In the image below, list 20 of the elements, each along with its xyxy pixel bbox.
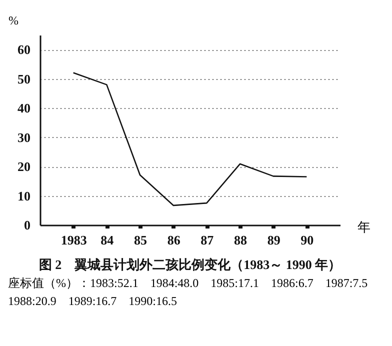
y-tick-label: 60 [18, 42, 30, 58]
y-tick-label: 30 [18, 130, 30, 145]
x-axis-title: 年 [358, 220, 370, 234]
x-tick-label: 88 [234, 232, 248, 248]
line-series [72, 72, 308, 206]
text: 座标值（%）：1983:52.1 1984:48.0 1985:17.1 1986:6.7 1987:7.5 1988:20.9 1989:16.7 1990:16.5 [8, 275, 369, 310]
y-axis-title: % [8, 14, 18, 28]
y-tick-label: 40 [18, 100, 30, 116]
y-tick-label: 0 [24, 218, 30, 232]
x-tick-label: 86 [167, 232, 181, 248]
y-tick-label: 20 [18, 159, 30, 174]
y-tick-label: 10 [18, 188, 30, 204]
x-tick-label: 87 [200, 232, 214, 248]
x-tick-label: 85 [134, 232, 148, 248]
x-tick-label: 90 [300, 232, 314, 248]
x-tick-label: 89 [267, 232, 281, 248]
x-tick-label: 1983 [60, 232, 88, 248]
text: 图 2 翼城县计划外二孩比例变化（1983～ 1990 年） [38, 257, 342, 272]
y-tick-label: 50 [18, 71, 30, 86]
x-tick-label: 84 [100, 232, 114, 248]
